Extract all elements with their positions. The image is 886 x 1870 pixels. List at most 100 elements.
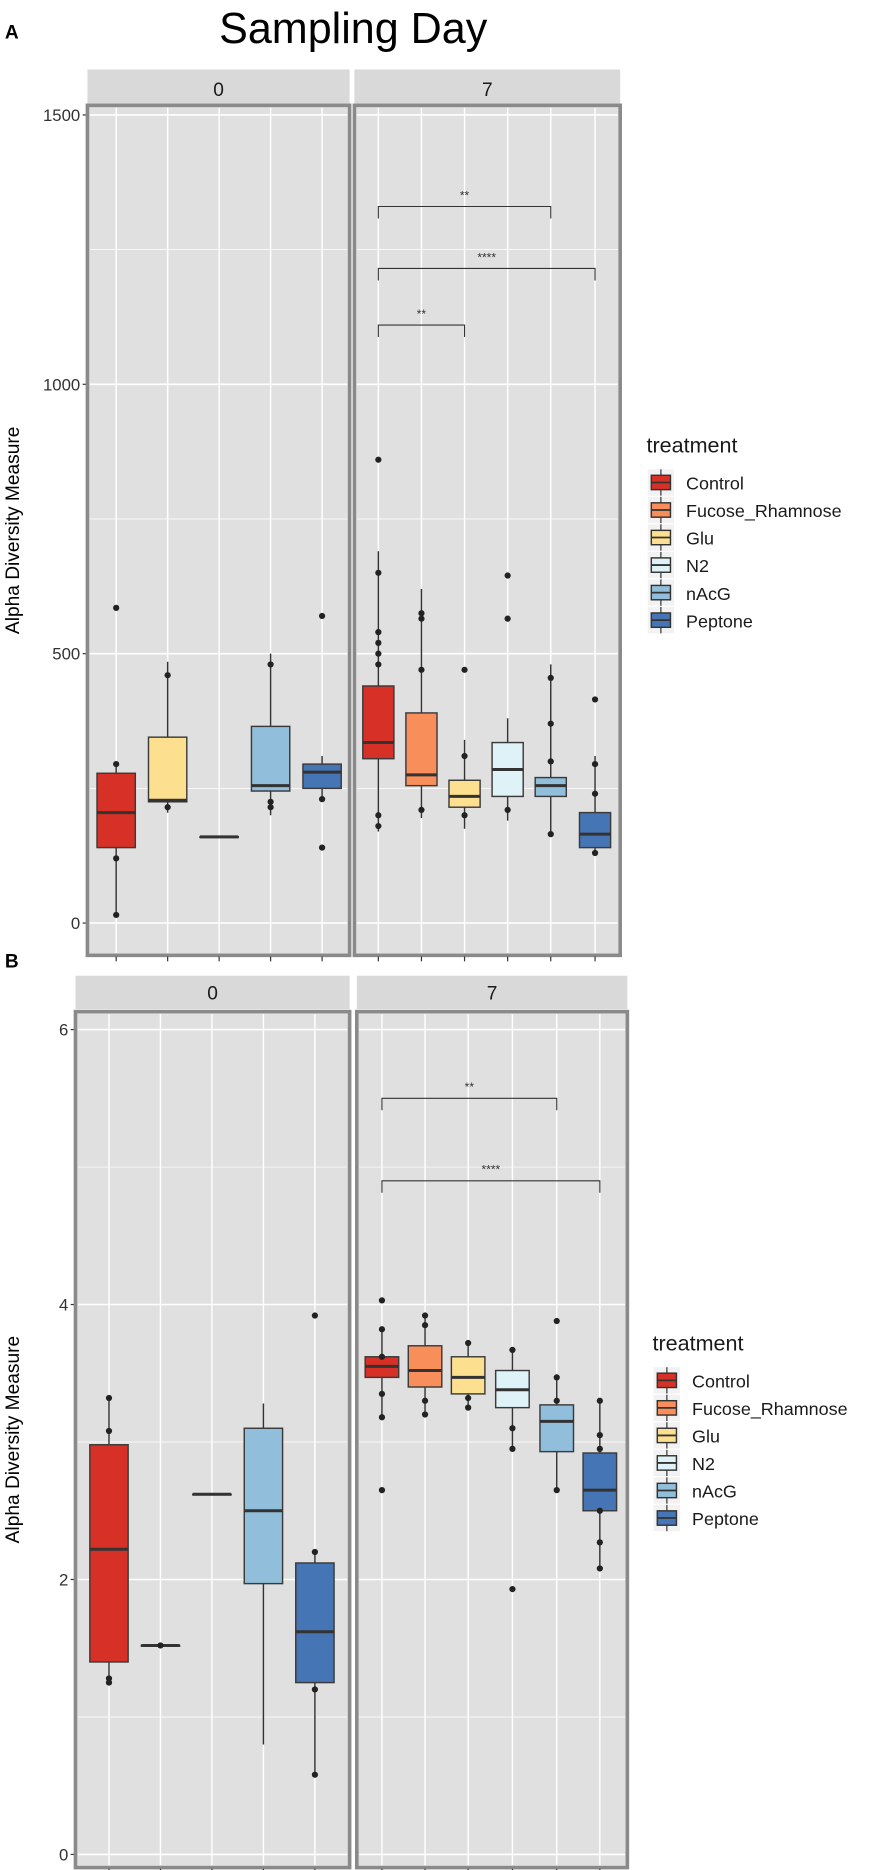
- data-point: [375, 812, 382, 819]
- data-point: [378, 1414, 386, 1421]
- data-point: [267, 798, 274, 805]
- box: [582, 1452, 618, 1512]
- data-point: [113, 760, 120, 768]
- y-tick-label: 1500: [43, 106, 80, 125]
- data-point: [504, 572, 511, 579]
- data-point: [591, 790, 599, 797]
- legend-item-N2: N2: [647, 551, 709, 579]
- y-axis-label: Alpha Diversity Measure: [3, 427, 24, 634]
- plot-panel: [352, 103, 622, 958]
- facet-7: 7********: [352, 69, 622, 962]
- legend-label: nAcG: [692, 1482, 737, 1502]
- facet-strip-label: 0: [207, 984, 218, 1005]
- significance-bracket: [377, 267, 596, 281]
- significance-bracket: [381, 1180, 601, 1193]
- data-point: [105, 1427, 113, 1435]
- data-point: [591, 849, 599, 857]
- box-nAcG: [539, 1317, 575, 1494]
- box-Glu: [140, 1642, 181, 1649]
- significance-label: **: [465, 1080, 475, 1094]
- facet-strip: [87, 69, 350, 106]
- box-nAcG: [250, 653, 291, 816]
- data-point: [375, 629, 382, 636]
- facet-0: 0: [85, 69, 352, 962]
- legend-title: treatment: [647, 434, 738, 458]
- data-point: [318, 844, 326, 851]
- facet-strip: [356, 975, 628, 1010]
- data-point: [547, 720, 554, 727]
- legend-label: nAcG: [686, 584, 731, 604]
- legend-item-Peptone: Peptone: [647, 606, 753, 634]
- data-point: [421, 1312, 429, 1319]
- significance-bracket: [377, 324, 466, 338]
- box: [147, 736, 188, 803]
- legend-label: Control: [686, 474, 744, 494]
- legend-label: N2: [692, 1454, 715, 1474]
- facet-strip-label: 7: [482, 80, 493, 101]
- legend-item-Fucose_Rhamnose: Fucose_Rhamnose: [653, 1394, 848, 1422]
- data-point: [267, 804, 274, 811]
- legend-item-N2: N2: [653, 1449, 715, 1477]
- box-Glu: [147, 661, 188, 813]
- legend-label: Fucose_Rhamnose: [692, 1399, 848, 1420]
- data-point: [267, 661, 274, 668]
- panel-label: A: [5, 22, 19, 43]
- data-point: [504, 615, 511, 622]
- box-Control: [364, 1297, 400, 1494]
- legend-label: Peptone: [692, 1509, 759, 1529]
- data-point: [421, 1322, 429, 1329]
- significance-label: **: [417, 307, 427, 321]
- data-point: [461, 666, 468, 673]
- data-point: [318, 796, 326, 803]
- significance-label: ****: [482, 1163, 501, 1177]
- data-point: [418, 615, 425, 622]
- y-tick-label: 0: [71, 914, 80, 933]
- data-point: [375, 569, 382, 576]
- data-point: [547, 674, 554, 682]
- y-tick-label: 4: [59, 1296, 68, 1315]
- plot-panel: [355, 1009, 630, 1870]
- panel-label: B: [5, 951, 19, 972]
- data-point: [547, 831, 554, 838]
- legend-title: treatment: [653, 1331, 744, 1355]
- legend-item-Control: Control: [653, 1367, 750, 1394]
- significance-label: **: [460, 188, 470, 202]
- legend-label: Control: [692, 1372, 750, 1392]
- facet-7: 7******: [355, 975, 630, 1870]
- significance-bracket: [381, 1097, 558, 1111]
- box: [450, 1356, 486, 1395]
- facet-strip-label: 0: [213, 80, 224, 101]
- box-N2: [199, 835, 239, 839]
- data-point: [547, 758, 554, 765]
- box-Control: [96, 604, 137, 919]
- legend-label: Glu: [692, 1427, 720, 1447]
- box-Peptone: [582, 1397, 618, 1572]
- data-point: [105, 1679, 113, 1686]
- box-nAcG: [243, 1403, 284, 1745]
- data-point: [378, 1353, 386, 1360]
- data-point: [375, 456, 382, 463]
- data-point: [418, 806, 425, 814]
- data-point: [375, 650, 382, 657]
- data-point: [596, 1445, 603, 1452]
- legend-item-Peptone: Peptone: [653, 1504, 759, 1532]
- data-point: [311, 1771, 319, 1778]
- data-point: [509, 1346, 516, 1354]
- data-point: [596, 1432, 603, 1439]
- box: [295, 1562, 335, 1684]
- legend-item-nAcG: nAcG: [653, 1477, 737, 1504]
- box: [448, 779, 481, 808]
- box-Fucose_Rhamnose: [405, 589, 438, 818]
- significance-label: ****: [477, 250, 496, 264]
- box: [250, 725, 291, 792]
- legend-item-Control: Control: [647, 469, 744, 496]
- y-tick-label: 500: [52, 645, 80, 664]
- legend-item-Glu: Glu: [653, 1422, 720, 1449]
- data-point: [311, 1312, 319, 1319]
- data-point: [465, 1394, 472, 1402]
- data-point: [461, 812, 468, 819]
- data-point: [421, 1397, 429, 1404]
- significance-bracket: [377, 205, 552, 219]
